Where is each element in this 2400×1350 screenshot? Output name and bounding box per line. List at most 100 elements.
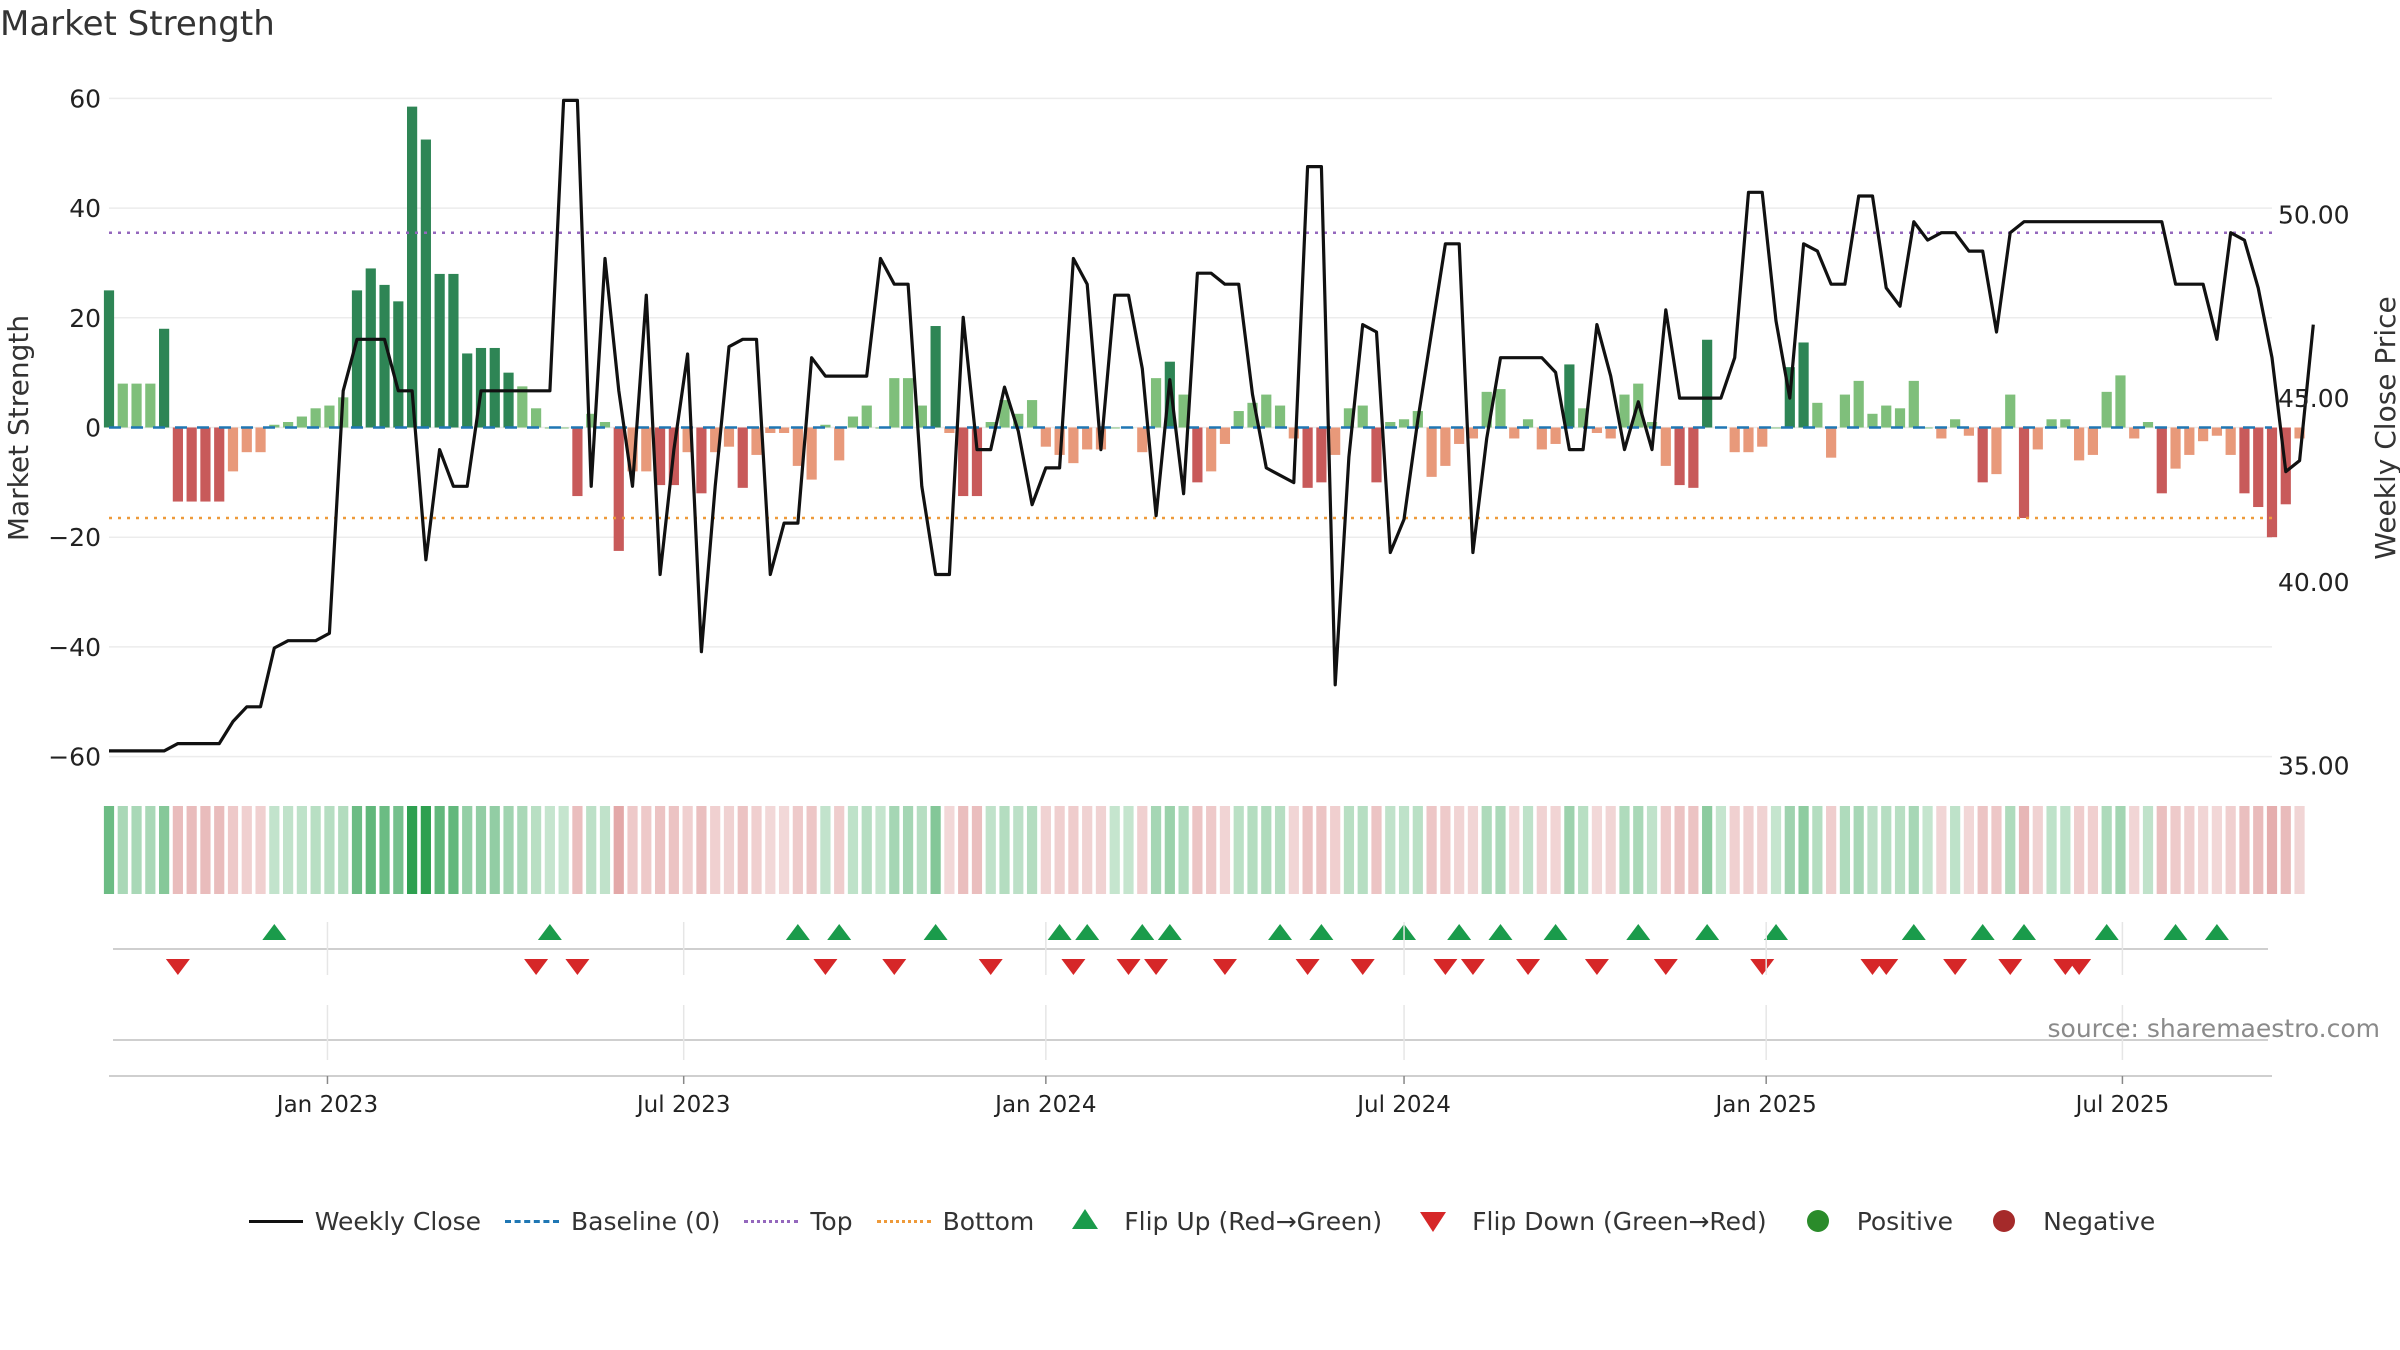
heat-cell [1550,806,1561,894]
heat-cell [2266,806,2278,894]
heat-cell [1812,806,1823,894]
strength-bar [723,427,735,447]
strength-bar [1302,427,1313,488]
legend-symbol [873,1206,935,1236]
strength-bar [1839,394,1851,428]
strength-bar [2211,427,2222,436]
legend-label: Flip Up (Red→Green) [1124,1206,1383,1236]
strength-bar [1578,408,1589,428]
strength-bar [1357,405,1368,428]
heat-cell [1922,806,1933,894]
y-tick-label: 20 [69,304,101,333]
strength-bar [1192,427,1203,483]
strength-bar [324,405,335,428]
strength-bar [103,290,115,428]
flip-down-marker [1061,959,1086,975]
strength-bar [1481,391,1492,428]
strength-bar [889,378,900,428]
strength-bar [1233,411,1244,428]
strength-bar [985,422,996,428]
heat-cell [1963,806,1975,894]
heat-cell [296,806,307,894]
strength-bar [751,427,762,455]
heat-cell [1633,806,1644,894]
heat-cell [1040,806,1051,894]
heat-cell [1646,806,1658,894]
strength-bar [1936,427,1947,439]
strength-bar [1550,427,1561,444]
heat-cell [2115,806,2126,894]
x-tick-label: Jan 2023 [275,1092,378,1118]
strength-bar [1274,405,1286,428]
strength-bar [1977,427,1988,483]
heat-cell [1054,806,1065,894]
strength-bar [1826,427,1837,458]
strength-bar [1702,339,1713,428]
heat-cell [1454,806,1465,894]
flip-up-marker [1130,924,1155,940]
flip-up-marker [1695,924,1720,940]
y-tick-label: −60 [48,743,101,772]
y-tick-label: 60 [69,84,101,113]
flip-down-marker [978,959,1003,975]
heat-cell [420,806,431,894]
heat-cell [1233,806,1244,894]
flip-up-marker [1075,924,1100,940]
source-note: source: sharemaestro.com [2047,1014,2381,1043]
strength-bar [393,301,404,428]
strength-bar [1867,413,1878,428]
strength-bar [916,405,927,428]
strength-bar [1385,422,1396,428]
strength-bar [227,427,239,472]
heat-cell [2253,806,2264,894]
strength-bar [1288,427,1299,439]
heat-cell [2018,806,2030,894]
strength-bar [1440,427,1451,466]
strength-bar [806,427,817,480]
strength-bar [214,427,225,502]
heat-cell [1619,806,1630,894]
flip-up-marker [262,924,287,940]
heat-cell [1150,806,1162,894]
strength-bar [1150,378,1162,428]
heat-cell [2156,806,2167,894]
strength-bar [1178,394,1189,428]
heat-cell [1026,806,1038,894]
heat-cell [1467,806,1479,894]
legend-label: Negative [2043,1206,2156,1236]
strength-bar [1467,427,1479,439]
strength-bar [1330,427,1341,455]
strength-bar [2032,427,2043,450]
heat-cell [434,806,445,894]
legend-item: Baseline (0) [501,1206,720,1236]
strength-bar [365,268,376,428]
left-axis-ticks: 60 40 20 0 −20 −40 −60 [48,84,101,771]
heat-cell [586,806,597,894]
heat-cell [365,806,376,894]
strength-bar [820,424,831,428]
strength-bar [696,427,707,494]
flip-down-marker [1433,959,1458,975]
heat-cell [2170,806,2181,894]
y-tick-label: −40 [48,633,101,662]
heat-cell [448,806,459,894]
flip-down-marker [1874,959,1899,975]
flip-down-marker [1212,959,1237,975]
heat-cell [985,806,996,894]
flip-markers [113,924,2268,1041]
heat-cell [103,806,115,894]
heat-cell [1137,806,1148,894]
heat-cell [1109,806,1120,894]
heat-cell [641,806,652,894]
flip-up-marker [2094,924,2119,940]
strength-bar [1247,402,1258,428]
strength-bar [1398,419,1410,428]
heat-cell [241,806,252,894]
heat-cell [572,806,583,894]
flip-down-marker [1295,959,1320,975]
heat-cell [200,806,211,894]
flip-up-marker [1970,924,1995,940]
strength-bars [103,106,2305,551]
heat-cell [1950,806,1961,894]
heat-cell [1798,806,1809,894]
